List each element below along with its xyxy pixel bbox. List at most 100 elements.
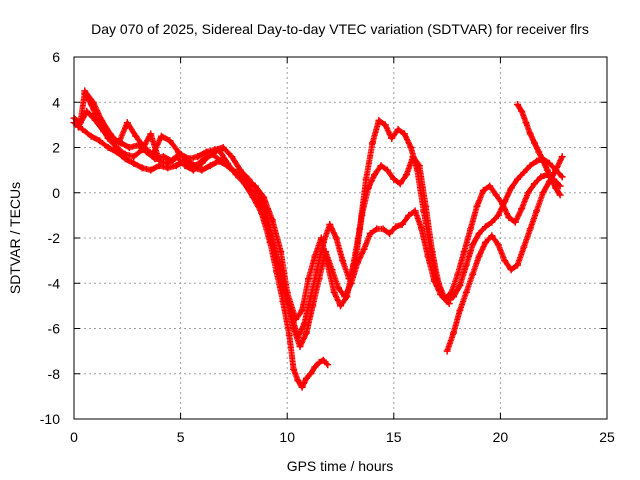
data-point (381, 121, 389, 129)
data-point (518, 205, 526, 213)
data-point (524, 189, 532, 197)
y-tick-label: -10 (40, 411, 60, 427)
data-point (219, 144, 227, 151)
data-point (243, 177, 251, 185)
data-point (155, 162, 163, 170)
data-point (501, 257, 509, 265)
data-point (486, 182, 494, 190)
data-point (311, 252, 319, 260)
data-point (543, 166, 551, 174)
data-point (160, 153, 167, 161)
data-point (277, 248, 285, 256)
data-point (369, 139, 376, 147)
data-point (494, 211, 502, 219)
data-point (89, 98, 97, 106)
data-point (366, 230, 374, 237)
data-point (450, 293, 457, 301)
data-point (298, 306, 306, 314)
data-point (198, 166, 206, 174)
data-point (113, 148, 121, 156)
data-point (332, 234, 340, 242)
data-point (302, 374, 310, 382)
data-point (514, 101, 521, 108)
data-point (460, 248, 468, 256)
x-tick-label: 0 (70, 429, 78, 445)
data-point (522, 119, 530, 127)
data-point (166, 137, 174, 145)
data-point (552, 184, 560, 192)
data-point (298, 383, 306, 391)
data-point (533, 207, 541, 215)
data-point (147, 166, 155, 174)
data-point (362, 175, 370, 183)
data-point (305, 275, 312, 283)
data-point (526, 162, 534, 170)
series-track-d (81, 87, 453, 323)
data-point (413, 166, 421, 174)
data-point (401, 130, 408, 138)
data-point (396, 180, 404, 188)
data-point (533, 157, 541, 165)
data-point (447, 288, 455, 296)
data-point (175, 148, 182, 156)
data-point (514, 261, 521, 269)
data-point (168, 157, 176, 165)
data-point (125, 144, 133, 151)
x-tick-label: 15 (386, 429, 402, 445)
data-point (475, 230, 483, 237)
y-tick-label: 4 (52, 94, 60, 110)
data-point (526, 225, 534, 233)
data-point (292, 315, 300, 323)
y-tick-label: -4 (48, 275, 61, 291)
data-point (172, 162, 180, 170)
data-point (454, 270, 462, 278)
data-point (302, 329, 310, 337)
data-series (70, 87, 566, 391)
data-point (157, 132, 165, 140)
data-point (226, 164, 234, 172)
data-point (445, 300, 453, 308)
data-point (392, 223, 400, 231)
data-point (379, 225, 387, 233)
data-point (383, 166, 391, 174)
data-point (194, 153, 202, 161)
data-point (507, 184, 515, 192)
data-point (268, 216, 276, 224)
data-point (115, 139, 123, 147)
data-point (311, 363, 319, 371)
x-tick-label: 20 (493, 429, 509, 445)
data-point (475, 252, 483, 260)
data-point (462, 288, 470, 296)
data-point (390, 175, 398, 183)
data-point (426, 243, 434, 251)
data-point (273, 268, 280, 276)
data-point (315, 358, 323, 366)
data-point (456, 306, 464, 314)
data-point (337, 302, 344, 310)
data-point (360, 245, 368, 253)
data-point (494, 241, 502, 249)
data-point (290, 365, 298, 373)
data-point (83, 107, 91, 115)
data-point (469, 241, 477, 249)
data-point (300, 320, 308, 328)
data-point (526, 130, 534, 138)
data-point (531, 139, 538, 147)
data-point (324, 361, 332, 369)
data-point (488, 218, 496, 226)
chart-title: Day 070 of 2025, Sidereal Day-to-day VTE… (91, 21, 589, 37)
data-point (79, 125, 86, 133)
data-point (443, 347, 451, 355)
data-point (349, 261, 357, 269)
data-point (121, 155, 129, 163)
data-point (473, 202, 481, 210)
data-point (200, 155, 208, 163)
data-point (87, 132, 95, 140)
data-point (403, 171, 411, 179)
data-point (130, 153, 138, 161)
data-point (317, 234, 325, 242)
data-point (98, 116, 106, 124)
data-point (209, 150, 217, 158)
